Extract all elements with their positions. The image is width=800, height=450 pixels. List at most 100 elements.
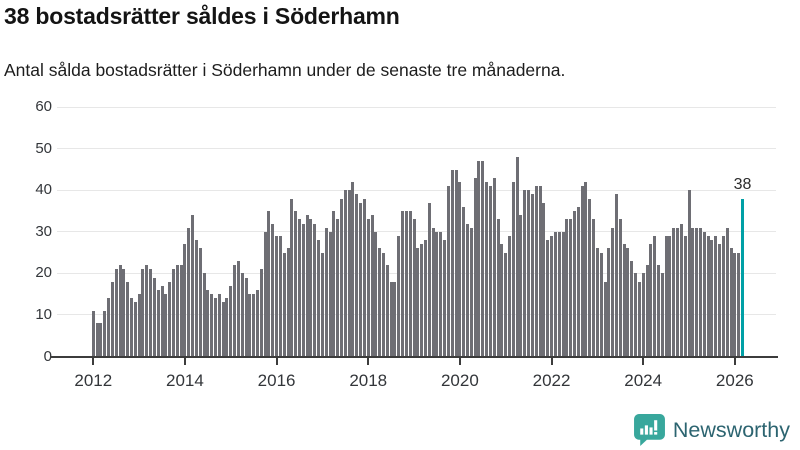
bar [477, 161, 481, 357]
bar [550, 235, 554, 357]
bar [160, 285, 164, 357]
bar [576, 206, 580, 357]
bar [259, 269, 263, 357]
bar [145, 265, 149, 357]
bar [469, 227, 473, 357]
bar [580, 186, 584, 357]
bar [233, 265, 237, 357]
bar [282, 252, 286, 357]
bar [252, 294, 256, 357]
bar [607, 248, 611, 357]
bar [95, 323, 99, 357]
bar [511, 181, 515, 357]
bar [431, 227, 435, 357]
bar [267, 211, 271, 357]
bar [305, 215, 309, 357]
bar [687, 190, 691, 357]
bar [313, 223, 317, 357]
bar [435, 231, 439, 357]
bar [355, 194, 359, 357]
bar [572, 211, 576, 357]
bar [439, 231, 443, 357]
bar [137, 294, 141, 357]
chart-subtitle: Antal sålda bostadsrätter i Söderhamn un… [4, 60, 566, 80]
bar [725, 227, 729, 357]
bar [256, 290, 259, 357]
bar [370, 215, 374, 357]
bar [179, 265, 183, 357]
bar [378, 248, 382, 357]
bar [546, 240, 550, 357]
bar [733, 252, 737, 357]
bar [656, 265, 660, 357]
newsworthy-speech-bubble-bar-chart-icon [633, 414, 665, 446]
bar [156, 290, 160, 357]
bar [599, 252, 603, 357]
bar [641, 273, 645, 357]
bar [557, 231, 561, 357]
x-tick [550, 357, 553, 365]
bar [171, 269, 175, 357]
bar [164, 294, 168, 357]
bar [466, 223, 470, 357]
bar [500, 244, 504, 357]
bar [672, 227, 676, 357]
bar [114, 269, 118, 357]
bar [446, 186, 450, 357]
y-tick-label: 50 [35, 139, 52, 157]
y-tick-label: 0 [43, 347, 52, 365]
x-tick [367, 357, 370, 365]
bar [481, 161, 485, 357]
bar [412, 219, 416, 357]
bar [110, 281, 114, 357]
bar [523, 190, 527, 357]
x-tick [275, 357, 278, 365]
newsworthy-logo[interactable]: Newsworthy [633, 413, 790, 447]
x-tick-label: 2022 [532, 371, 571, 390]
y-tick-label: 30 [35, 222, 52, 240]
chart-title: 38 bostadsrätter såldes i Söderhamn [4, 3, 400, 29]
y-tick-label: 60 [35, 98, 52, 116]
bar [424, 240, 428, 357]
bar [427, 202, 431, 357]
bar [362, 198, 366, 357]
bar [217, 294, 221, 357]
bar [244, 277, 248, 357]
bar [508, 235, 512, 357]
bar [374, 231, 378, 357]
bar [534, 186, 538, 357]
bar [653, 235, 657, 357]
bar [718, 244, 722, 357]
bar [714, 235, 718, 357]
y-tick-label: 10 [35, 305, 52, 323]
bar [107, 298, 111, 357]
bar [443, 240, 447, 357]
bar [683, 235, 687, 357]
bar [229, 285, 233, 357]
bar [485, 181, 489, 357]
bar [290, 198, 294, 357]
bar [149, 269, 153, 357]
bar [248, 294, 252, 357]
bar [679, 223, 683, 357]
bar [347, 190, 351, 357]
bar [332, 211, 336, 357]
bar [221, 302, 225, 357]
bar [504, 252, 508, 357]
bar [721, 235, 725, 357]
bar [275, 235, 279, 357]
highlight-value-label: 38 [733, 175, 752, 193]
x-tick-label: 2026 [715, 371, 754, 390]
bar [588, 198, 592, 357]
bar [103, 310, 107, 357]
bar [324, 227, 328, 357]
bar [191, 215, 195, 357]
bar [618, 219, 622, 357]
x-tick-label: 2020 [440, 371, 479, 390]
bar [492, 177, 496, 357]
bar [366, 219, 370, 357]
x-tick [733, 357, 736, 365]
bar [278, 235, 282, 357]
gridline [57, 189, 776, 191]
bar [729, 248, 733, 357]
